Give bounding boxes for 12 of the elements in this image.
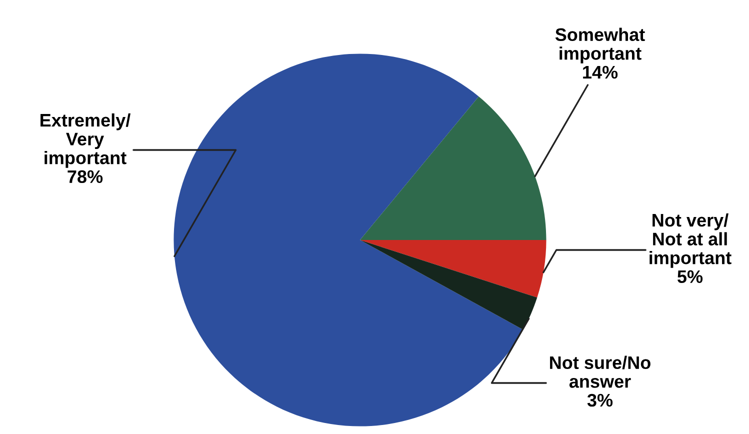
data-label: 3%	[587, 394, 613, 407]
slice-label: Not sure/No answer	[550, 356, 650, 388]
pie-slice	[360, 240, 538, 330]
data-label: 14%	[583, 66, 618, 79]
pie-slice	[174, 54, 524, 426]
pie-slice	[360, 240, 546, 298]
pie-slice	[360, 96, 546, 240]
slice-label: Extremely/ Very important	[40, 113, 130, 168]
data-label: 5%	[678, 270, 703, 284]
slice-label: Not very/ Not at all important	[650, 213, 732, 268]
data-label: 78%	[68, 170, 103, 184]
slice-label: Somewhat important	[555, 28, 645, 64]
